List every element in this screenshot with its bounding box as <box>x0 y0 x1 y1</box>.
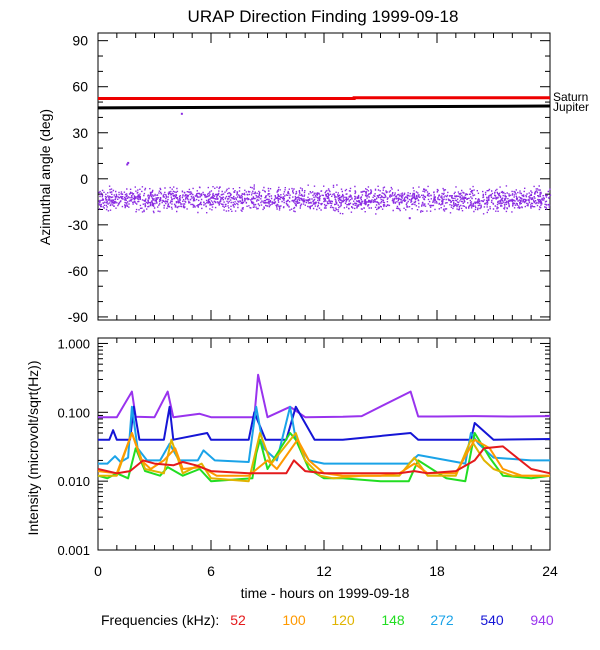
jupiter-line <box>97 104 551 110</box>
intensity-line-940 <box>98 373 551 419</box>
saturn-label: Saturn <box>553 90 588 104</box>
azimuth-y-tick-label: 60 <box>72 79 88 95</box>
intensity-line-100 <box>97 432 550 477</box>
intensity-y-tick-label: 0.001 <box>57 543 90 558</box>
intensity-line-540 <box>98 405 551 441</box>
direction-outlier <box>127 161 130 164</box>
x-tick-label: 6 <box>207 563 215 579</box>
legend-entry-52: 52 <box>230 612 246 628</box>
jupiter-label: Jupiter <box>553 100 589 114</box>
azimuth-y-tick-label: -60 <box>68 263 88 279</box>
x-tick-label: 0 <box>94 563 102 579</box>
frequency-legend: Frequencies (kHz): 52 100 120 148 272 540 940 <box>101 612 554 628</box>
intensity-line-272 <box>98 405 550 465</box>
azimuth-y-tick-label: -90 <box>68 309 88 325</box>
legend-entry-120: 120 <box>331 612 355 628</box>
azimuth-y-tick-label: 30 <box>72 125 88 141</box>
chart-title: URAP Direction Finding 1999-09-18 <box>188 7 459 26</box>
x-tick-label: 12 <box>316 563 332 579</box>
direction-scatter <box>98 184 552 215</box>
direction-outlier <box>126 163 129 166</box>
azimuth-y-axis-label: Azimuthal angle (deg) <box>37 109 53 245</box>
intensity-line-120 <box>98 432 550 483</box>
saturn-line <box>98 96 550 101</box>
legend-entry-540: 540 <box>480 612 504 628</box>
azimuth-plot-frame <box>97 32 551 321</box>
direction-outlier <box>180 112 183 115</box>
intensity-y-tick-label: 0.100 <box>57 405 90 420</box>
azimuth-panel: 90 60 30 0 -30 -60 -90 Azimuthal angle (deg) S… <box>37 32 589 325</box>
intensity-y-tick-label: 1.000 <box>57 336 90 351</box>
x-tick-label: 24 <box>542 563 558 579</box>
legend-entry-100: 100 <box>282 612 306 628</box>
azimuth-y-tick-label: -30 <box>68 217 88 233</box>
direction-outlier <box>408 217 411 220</box>
intensity-y-tick-label: 0.010 <box>57 474 90 489</box>
x-tick-label: 18 <box>429 563 445 579</box>
intensity-y-axis-label: Intensity (microvolt/sqrt(Hz)) <box>25 360 41 535</box>
legend-entry-272: 272 <box>430 612 454 628</box>
intensity-panel: 1.000 0.100 0.010 0.001 0 6 12 18 24 Intensity … <box>25 336 558 579</box>
azimuth-y-tick-label: 0 <box>80 171 88 187</box>
intensity-line-52 <box>97 445 551 475</box>
azimuth-y-tick-label: 90 <box>72 33 88 49</box>
legend-title: Frequencies (kHz): <box>101 612 219 628</box>
legend-entry-940: 940 <box>530 612 554 628</box>
x-axis-label: time - hours on 1999-09-18 <box>241 585 410 601</box>
legend-entry-148: 148 <box>381 612 405 628</box>
